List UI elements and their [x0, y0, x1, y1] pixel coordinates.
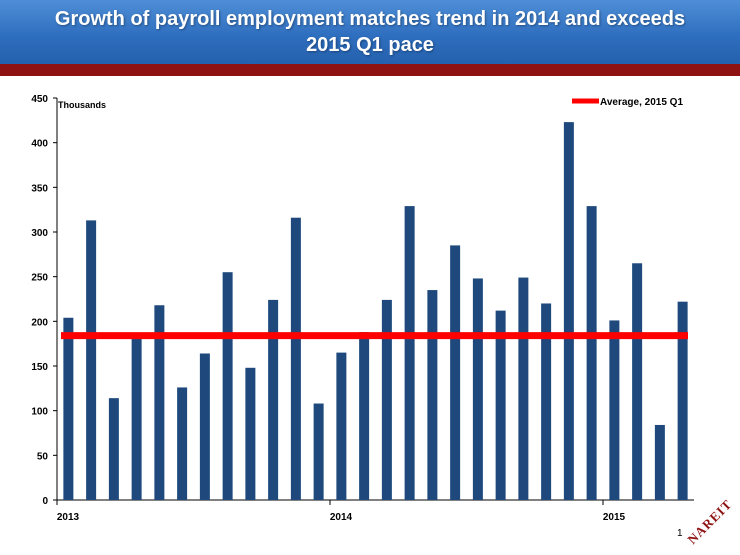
title-bar: Growth of payroll employment matches tre…	[0, 0, 740, 64]
bar	[541, 303, 552, 500]
y-tick-label: 50	[37, 451, 49, 462]
bar	[609, 320, 620, 500]
bar	[268, 299, 279, 500]
page-number: 1	[677, 528, 683, 539]
bar	[290, 217, 301, 500]
legend-label: Average, 2015 Q1	[600, 97, 683, 108]
bar	[86, 220, 97, 501]
y-tick-label: 0	[42, 496, 48, 507]
logo-text: NAREIT	[684, 496, 735, 547]
y-tick-label: 400	[31, 139, 48, 150]
bar	[632, 263, 643, 500]
y-tick-label: 200	[31, 317, 48, 328]
accent-bar	[0, 64, 740, 76]
bar	[222, 272, 233, 500]
bar	[177, 387, 188, 500]
bar	[495, 310, 506, 500]
bar	[518, 277, 529, 500]
bar	[359, 332, 370, 500]
bar	[245, 367, 256, 500]
nareit-logo: NAREIT	[684, 496, 735, 547]
slide-title: Growth of payroll employment matches tre…	[54, 8, 686, 56]
bar	[427, 290, 438, 500]
bar	[313, 403, 324, 500]
bar	[63, 317, 74, 500]
bar	[450, 245, 461, 500]
bar	[563, 122, 574, 501]
bar	[131, 332, 142, 500]
y-tick-label: 250	[31, 273, 48, 284]
y-tick-label: 300	[31, 228, 48, 239]
bar	[108, 398, 119, 500]
bar	[677, 301, 688, 500]
y-tick-label: 350	[31, 183, 48, 194]
x-tick-label: 2014	[330, 512, 353, 523]
x-tick-label: 2015	[603, 512, 626, 523]
bar	[199, 353, 210, 500]
bar	[586, 206, 597, 501]
bar	[381, 299, 392, 500]
bar	[154, 305, 165, 500]
y-axis-label: Thousands	[58, 100, 106, 110]
y-tick-label: 450	[31, 94, 48, 105]
bar	[336, 352, 347, 500]
y-tick-label: 150	[31, 362, 48, 373]
bar	[472, 278, 483, 500]
bar	[404, 206, 415, 501]
y-tick-label: 100	[31, 407, 48, 418]
x-tick-label: 2013	[57, 512, 80, 523]
bar	[654, 424, 665, 500]
